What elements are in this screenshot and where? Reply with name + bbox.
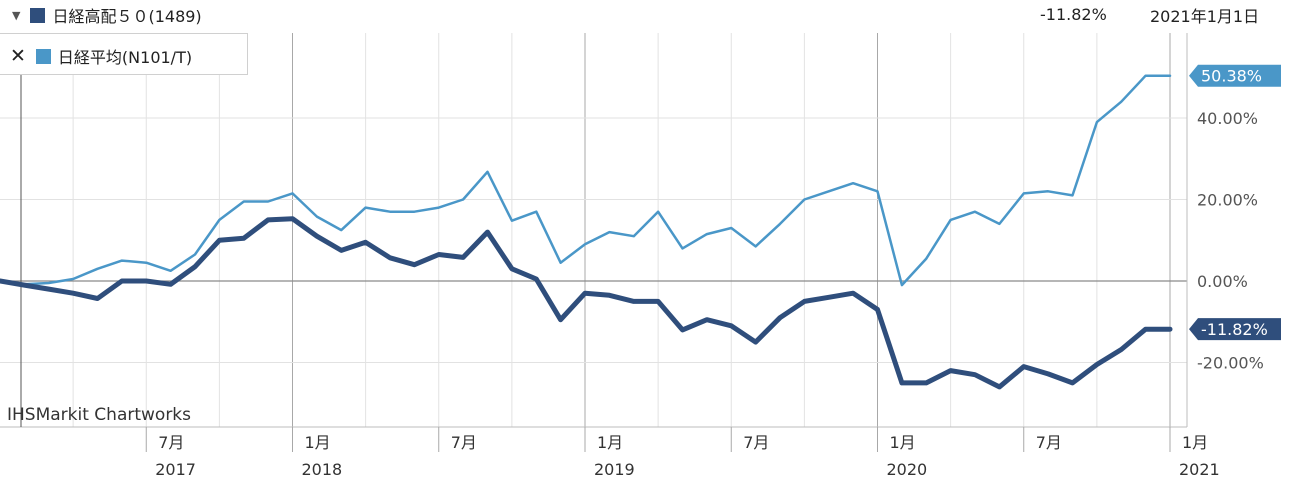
end-tag-background [1189,318,1281,341]
primary-series-label: 日経高配５０(1489) [52,7,202,26]
x-tick-year: 2020 [887,460,928,479]
end-tag-compare: 50.38% [1189,64,1281,87]
x-tick-month: 1月 [597,433,623,452]
x-tick-month: 7月 [743,433,769,452]
y-tick-label: 0.00% [1197,272,1248,291]
end-value-tags: -11.82% 50.38% [1189,64,1281,341]
x-tick-year: 2018 [302,460,343,479]
y-axis-ticks: 40.00% 20.00% 0.00% -20.00% [1197,109,1264,373]
x-tick-year: 2019 [594,460,635,479]
series-lines [0,74,1173,390]
y-tick-label: 40.00% [1197,109,1258,128]
current-date: 2021年1月1日 [1150,7,1260,26]
x-tick-year: 2021 [1179,460,1220,479]
x-tick-month: 7月 [1036,433,1062,452]
x-tick-month: 1月 [890,433,916,452]
x-tick-month: 1月 [1182,433,1208,452]
end-tag-background [1189,64,1281,87]
end-tag-label: -11.82% [1201,320,1268,339]
chart-credit: IHSMarkit Chartworks [7,405,192,425]
series-line-primary [0,216,1173,390]
compare-legend-row: ✕ 日経平均(N101/T) [0,44,192,68]
x-tick-month: 7月 [158,433,184,452]
end-tag-primary: -11.82% [1189,318,1281,341]
end-tag-label: 50.38% [1201,67,1262,86]
primary-series-swatch [30,7,46,23]
compare-series-label: 日経平均(N101/T) [57,48,193,67]
triangle-down-icon[interactable]: ▼ [12,8,21,22]
chart-grid [0,33,1187,427]
x-tick-year: 2017 [155,460,196,479]
close-icon[interactable]: ✕ [10,44,26,67]
primary-legend-row[interactable]: ▼ 日経高配５０(1489) [0,3,202,27]
compare-series-swatch [35,48,51,64]
x-axis-ticks: 7月 2017 1月 2018 7月 1月 2019 7月 1月 2020 7月 1月 2021 [145,427,1220,479]
current-value: -11.82% [1040,5,1107,24]
y-tick-label: -20.00% [1197,354,1264,373]
series-line-compare [0,74,1172,287]
x-tick-month: 7月 [451,433,477,452]
y-tick-label: 20.00% [1197,191,1258,210]
x-tick-month: 1月 [305,433,331,452]
